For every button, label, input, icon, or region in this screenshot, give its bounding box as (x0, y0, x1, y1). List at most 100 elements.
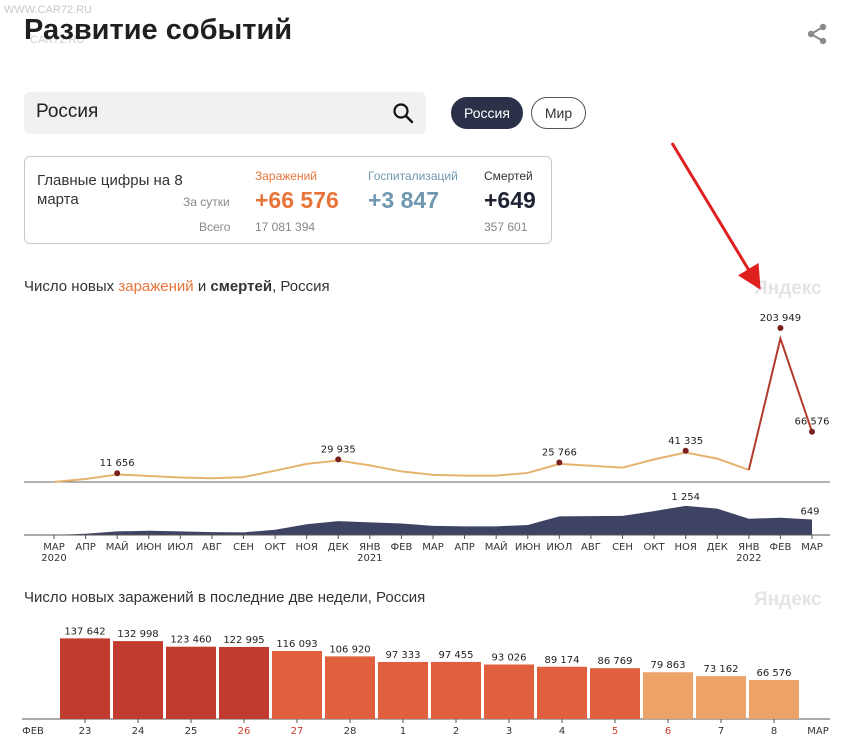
x-tick-label-21: ДЕК (707, 542, 728, 553)
x-tick-label-0: МАР (43, 542, 65, 553)
infections-point-5 (809, 428, 815, 435)
bar-value-6: 79 863 (651, 660, 686, 671)
infections-point-0 (114, 470, 121, 477)
bar-2 (431, 661, 481, 719)
infections-total-value: 17 081 394 (255, 220, 316, 234)
bar-26 (219, 646, 269, 719)
infections-line-peak (747, 334, 813, 471)
summary-heading: Главные цифры на 8 марта (37, 172, 183, 208)
search-input[interactable]: Россия (36, 101, 99, 122)
bar-23 (60, 638, 110, 719)
chart1-title-prefix: Число новых (24, 278, 119, 295)
bar-7 (696, 676, 746, 719)
chart1-title-deaths: смертей (210, 278, 273, 295)
year-label-2: 2022 (736, 553, 761, 564)
bar-label-5: 5 (612, 726, 618, 737)
deaths-point-label-0: 1 254 (671, 492, 700, 503)
bar-label-25: 25 (185, 726, 198, 737)
deaths-area (54, 505, 812, 535)
infections-line (53, 451, 750, 483)
infections-point-3 (682, 447, 689, 454)
x-tick-label-10: ЯНВ (359, 542, 380, 553)
bar-label-24: 24 (132, 726, 145, 737)
hospital-day-value: +3 847 (368, 187, 439, 213)
bar-value-5: 86 769 (598, 656, 633, 667)
bar-label-23: 23 (79, 726, 92, 737)
chart2-title: Число новых заражений в последние две не… (24, 589, 426, 606)
bar-label-6: 6 (665, 726, 671, 737)
per-day-label: За сутки (183, 195, 230, 209)
bar-end-month: МАР (807, 726, 829, 737)
x-tick-label-11: ФЕВ (391, 542, 413, 553)
share-icon[interactable] (806, 22, 828, 46)
chart1-title-suffix: , Россия (272, 278, 330, 295)
infections-point-label-4: 203 949 (760, 313, 801, 324)
infections-point-2 (556, 459, 563, 466)
x-tick-label-12: МАР (422, 542, 444, 553)
deaths-day-value: +649 (484, 187, 536, 213)
x-tick-label-24: МАР (801, 542, 823, 553)
year-label-0: 2020 (41, 553, 66, 564)
yandex-logo-2: Яндекс (754, 589, 822, 610)
bar-label-3: 3 (506, 726, 512, 737)
deaths-total-value: 357 601 (484, 220, 528, 234)
bar-label-8: 8 (771, 726, 777, 737)
bar-25 (166, 646, 216, 719)
bar-label-4: 4 (559, 726, 565, 737)
x-tick-label-8: НОЯ (295, 542, 317, 553)
infections-point-label-2: 25 766 (542, 448, 577, 459)
bar-value-7: 73 162 (704, 664, 739, 675)
x-tick-label-20: НОЯ (674, 542, 696, 553)
x-tick-label-18: СЕН (612, 542, 633, 553)
bar-value-1: 97 333 (386, 650, 421, 661)
bar-label-1: 1 (400, 726, 406, 737)
x-tick-label-5: АВГ (202, 542, 222, 553)
bar-label-27: 27 (291, 726, 304, 737)
hospital-label: Госпитализаций (368, 169, 458, 183)
infections-point-label-3: 41 335 (668, 436, 703, 447)
bar-1 (378, 661, 428, 719)
bar-value-4: 89 174 (545, 655, 580, 666)
x-tick-label-3: ИЮН (136, 542, 162, 553)
chart1-title-and: и (193, 278, 211, 295)
x-tick-label-16: ИЮЛ (546, 542, 572, 553)
chart1-title-infections: заражений (118, 278, 194, 295)
x-tick-label-22: ЯНВ (738, 542, 759, 553)
infections-point-label-5: 66 576 (795, 417, 830, 428)
bar-value-23: 137 642 (64, 626, 105, 637)
bar-start-month: ФЕВ (22, 726, 44, 737)
bar-5 (590, 668, 640, 719)
x-tick-label-19: ОКТ (644, 542, 666, 553)
bar-28 (325, 656, 375, 719)
bar-24 (113, 641, 163, 719)
x-tick-label-15: ИЮН (515, 542, 541, 553)
bar-4 (537, 666, 587, 719)
infections-deaths-chart: 11 656 29 935 25 766 41 335 203 949 66 576 1 2… (24, 313, 830, 564)
bar-label-2: 2 (453, 726, 459, 737)
watermark-secondary: CAR72.RU (30, 34, 85, 46)
x-tick-label-23: ФЕВ (770, 542, 792, 553)
region-world-button[interactable]: Мир (531, 97, 586, 129)
x-tick-label-9: ДЕК (328, 542, 349, 553)
search-icon[interactable] (392, 102, 414, 124)
infections-point-1 (335, 456, 342, 463)
infections-label: Заражений (255, 169, 318, 183)
region-russia-button[interactable]: Россия (451, 97, 523, 129)
x-tick-label-13: АПР (454, 542, 474, 553)
bar-label-7: 7 (718, 726, 724, 737)
summary-card: Главные цифры на 8 марта За сутки Всего … (24, 156, 552, 244)
bar-value-2: 97 455 (439, 650, 474, 661)
total-label: Всего (199, 220, 231, 234)
search-box[interactable]: Россия (24, 92, 426, 134)
infections-point-label-0: 11 656 (100, 458, 135, 469)
x-tick-label-6: СЕН (233, 542, 254, 553)
bar-value-27: 116 093 (276, 639, 317, 650)
x-tick-label-7: ОКТ (265, 542, 287, 553)
x-tick-label-1: АПР (75, 542, 95, 553)
bar-6 (643, 672, 693, 719)
chart1-title: Число новых заражений и смертей, Россия (24, 278, 330, 295)
bar-3 (484, 664, 534, 719)
infections-day-value: +66 576 (255, 187, 339, 213)
bar-27 (272, 651, 322, 719)
x-tick-label-17: АВГ (581, 542, 601, 553)
